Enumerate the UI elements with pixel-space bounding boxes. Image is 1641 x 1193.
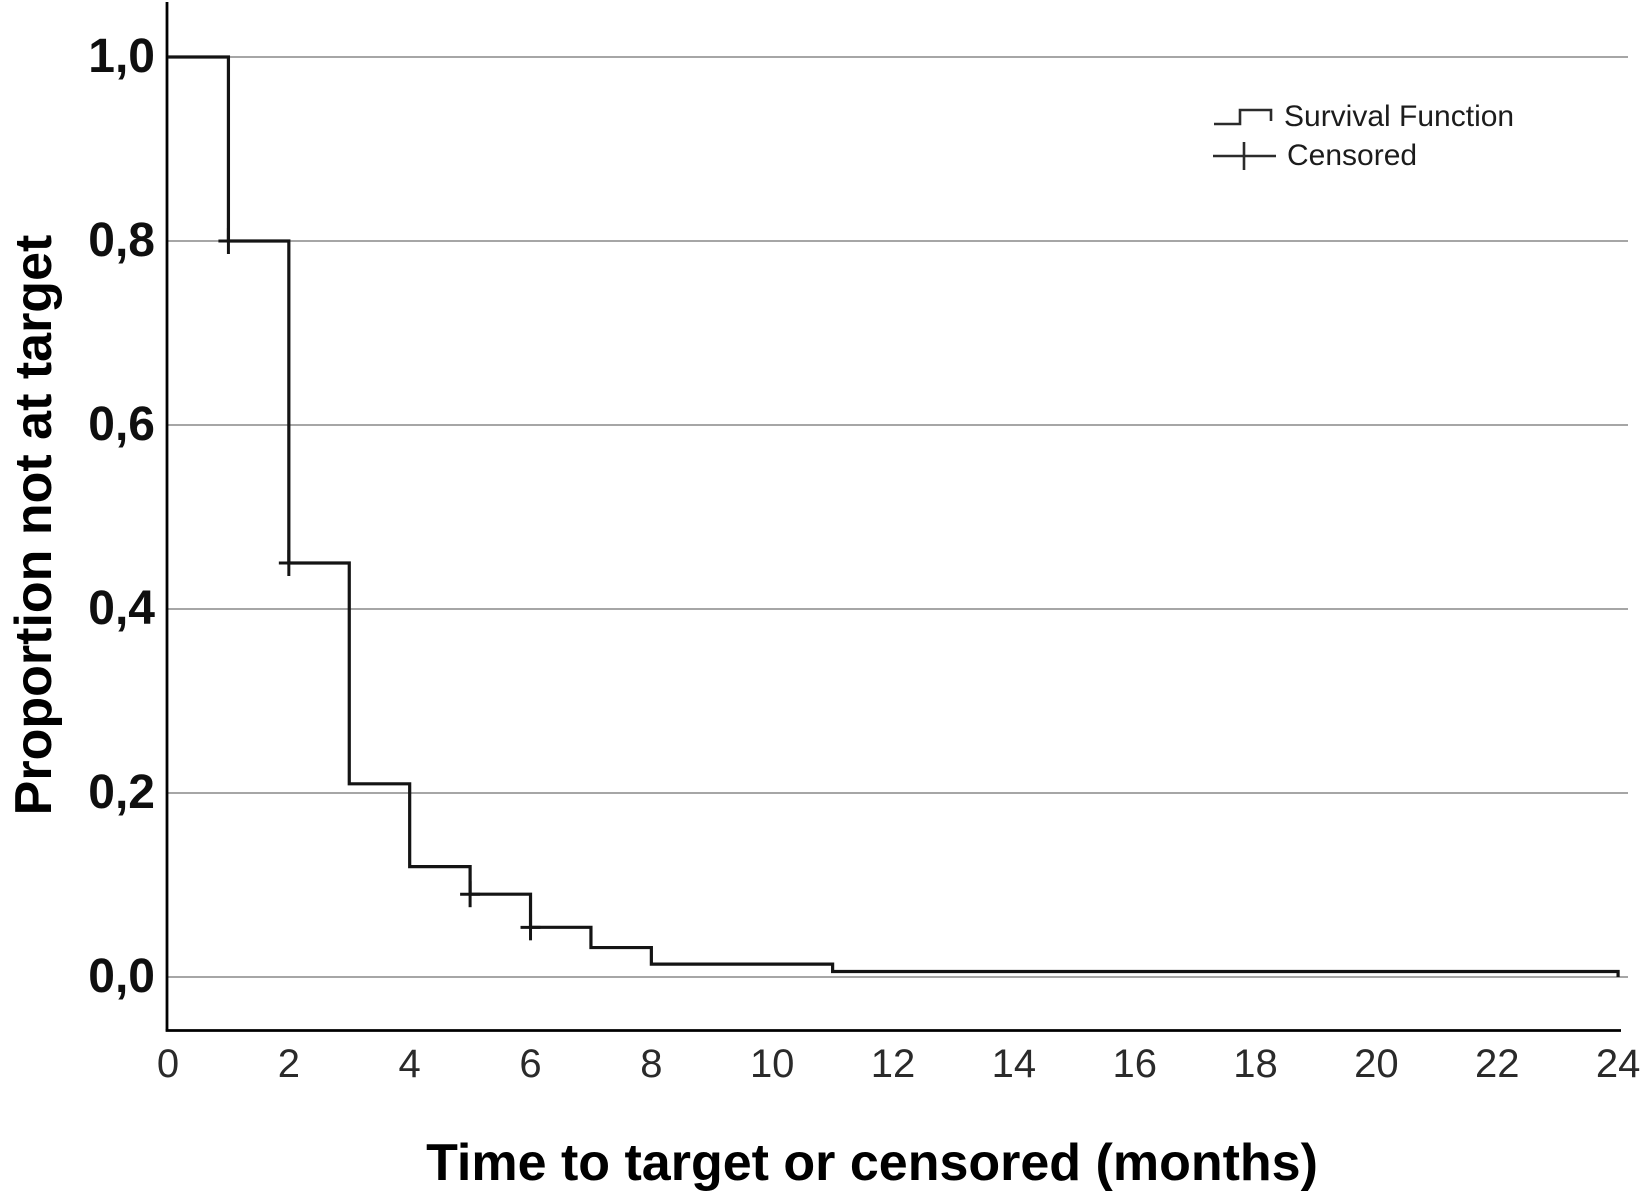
y-axis-title: Proportion not at target xyxy=(5,234,63,816)
y-tick-label: 0,0 xyxy=(88,950,155,1003)
x-tick-label: 16 xyxy=(1112,1042,1157,1086)
legend-label-censored: Censored xyxy=(1287,138,1418,172)
x-tick-label: 22 xyxy=(1474,1042,1520,1086)
step-line-icon xyxy=(1214,108,1273,125)
legend-item-censored: Censored xyxy=(1212,136,1514,175)
x-axis-title: Time to target or censored (months) xyxy=(426,1134,1318,1192)
legend-item-survival-function: Survival Function xyxy=(1212,97,1514,136)
x-tick-label: 14 xyxy=(991,1042,1037,1086)
y-tick-label: 0,4 xyxy=(88,582,155,635)
y-tick-label: 0,8 xyxy=(88,214,155,267)
x-tick-label: 12 xyxy=(870,1042,916,1086)
x-tick-label: 4 xyxy=(398,1042,421,1086)
censored-plus-icon xyxy=(1213,141,1276,170)
survival-curve xyxy=(168,55,1620,977)
y-tick-label: 0,6 xyxy=(88,398,155,451)
y-tick-label: 1,0 xyxy=(88,30,155,83)
x-tick-label: 10 xyxy=(749,1042,795,1086)
x-tick-label: 6 xyxy=(519,1042,542,1086)
x-tick-label: 0 xyxy=(156,1042,180,1086)
x-tick-label: 18 xyxy=(1233,1042,1278,1086)
legend-label-survival-function: Survival Function xyxy=(1284,99,1515,133)
x-tick-label: 20 xyxy=(1354,1042,1399,1086)
x-tick-label: 8 xyxy=(640,1042,663,1086)
x-tick-label: 24 xyxy=(1595,1042,1641,1086)
x-tick-label: 2 xyxy=(277,1042,300,1086)
legend: Survival Function Censored xyxy=(1212,97,1514,175)
y-tick-label: 0,2 xyxy=(88,766,155,819)
